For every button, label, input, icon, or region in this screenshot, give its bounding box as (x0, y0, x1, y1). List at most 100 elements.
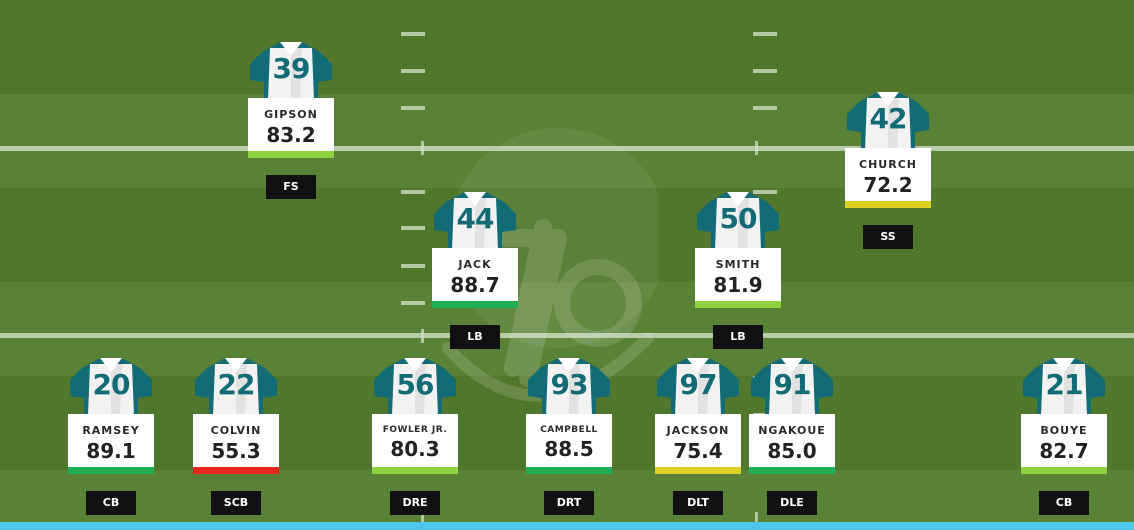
yard-line (0, 146, 1134, 151)
player-card-colvin[interactable]: 22 COLVIN 55.3 SCB (193, 354, 279, 515)
player-name: COLVIN (210, 424, 262, 437)
jersey-number: 42 (869, 102, 908, 135)
jersey-number: 44 (456, 202, 495, 235)
player-info-card: NGAKOUE 85.0 (749, 414, 835, 474)
hash-tick (755, 141, 758, 155)
player-card-gipson[interactable]: 39 GIPSON 83.2 FS (248, 38, 334, 199)
jersey-icon: 21 (1021, 354, 1107, 416)
bottom-accent-bar (0, 522, 1134, 530)
player-name: JACK (458, 258, 492, 271)
grade-bar (248, 151, 334, 158)
player-card-jackson[interactable]: 97 JACKSON 75.4 DLT (655, 354, 741, 515)
player-name: GIPSON (264, 108, 318, 121)
player-grade: 85.0 (767, 439, 817, 463)
player-name: CAMPBELL (540, 425, 598, 435)
grade-bar (845, 201, 931, 208)
hash-mark (401, 226, 425, 230)
grade-bar (655, 467, 741, 474)
player-info-card: GIPSON 83.2 (248, 98, 334, 158)
jersey-number: 56 (396, 368, 435, 401)
hash-mark (401, 106, 425, 110)
player-grade: 81.9 (713, 273, 763, 297)
jersey-icon: 22 (193, 354, 279, 416)
jersey-icon: 50 (695, 188, 781, 250)
jersey-icon: 20 (68, 354, 154, 416)
grade-bar (193, 467, 279, 474)
position-badge: FS (266, 175, 316, 199)
jersey-number: 91 (773, 368, 812, 401)
hash-mark (753, 106, 777, 110)
player-info-card: CHURCH 72.2 (845, 148, 931, 208)
player-card-smith[interactable]: 50 SMITH 81.9 LB (695, 188, 781, 349)
position-badge: DLE (767, 491, 817, 515)
grade-bar (695, 301, 781, 308)
hash-mark (401, 301, 425, 305)
jersey-icon: 44 (432, 188, 518, 250)
player-name: CHURCH (859, 158, 917, 171)
position-badge: DLT (673, 491, 723, 515)
player-name: BOUYE (1040, 424, 1088, 437)
player-info-card: SMITH 81.9 (695, 248, 781, 308)
hash-tick (421, 329, 424, 343)
jersey-icon: 39 (248, 38, 334, 100)
player-grade: 80.3 (390, 437, 440, 461)
hash-mark (401, 32, 425, 36)
grade-bar (1021, 467, 1107, 474)
player-info-card: BOUYE 82.7 (1021, 414, 1107, 474)
player-info-card: CAMPBELL 88.5 (526, 414, 612, 474)
grade-bar (68, 467, 154, 474)
position-badge: LB (450, 325, 500, 349)
player-grade: 83.2 (266, 123, 316, 147)
player-card-ngakoue[interactable]: 91 NGAKOUE 85.0 DLE (749, 354, 835, 515)
player-name: RAMSEY (82, 424, 140, 437)
hash-tick (755, 512, 758, 526)
player-card-bouye[interactable]: 21 BOUYE 82.7 CB (1021, 354, 1107, 515)
jersey-number: 50 (719, 202, 758, 235)
player-card-ramsey[interactable]: 20 RAMSEY 89.1 CB (68, 354, 154, 515)
grade-bar (526, 467, 612, 474)
jersey-number: 20 (92, 368, 131, 401)
hash-mark (753, 69, 777, 73)
player-grade: 89.1 (86, 439, 136, 463)
player-grade: 72.2 (863, 173, 913, 197)
jersey-number: 93 (550, 368, 589, 401)
player-name: SMITH (715, 258, 761, 271)
hash-mark (401, 190, 425, 194)
position-badge: LB (713, 325, 763, 349)
position-badge: SCB (211, 491, 261, 515)
hash-tick (421, 141, 424, 155)
player-card-jack[interactable]: 44 JACK 88.7 LB (432, 188, 518, 349)
hash-mark (753, 190, 777, 194)
yard-line (0, 333, 1134, 338)
grade-bar (432, 301, 518, 308)
jersey-number: 97 (679, 368, 718, 401)
jersey-icon: 93 (526, 354, 612, 416)
player-info-card: COLVIN 55.3 (193, 414, 279, 474)
player-card-fowler[interactable]: 56 FOWLER JR. 80.3 DRE (372, 354, 458, 515)
player-name: NGAKOUE (758, 424, 826, 437)
player-grade: 75.4 (673, 439, 723, 463)
hash-mark (753, 32, 777, 36)
player-grade: 55.3 (211, 439, 261, 463)
player-card-church[interactable]: 42 CHURCH 72.2 SS (845, 88, 931, 249)
position-badge: CB (1039, 491, 1089, 515)
jersey-icon: 42 (845, 88, 931, 150)
jersey-number: 21 (1045, 368, 1084, 401)
hash-tick (421, 512, 424, 526)
position-badge: CB (86, 491, 136, 515)
jersey-number: 22 (217, 368, 256, 401)
player-card-campbell[interactable]: 93 CAMPBELL 88.5 DRT (526, 354, 612, 515)
position-badge: SS (863, 225, 913, 249)
player-grade: 88.5 (544, 437, 594, 461)
player-info-card: FOWLER JR. 80.3 (372, 414, 458, 474)
player-name: FOWLER JR. (382, 425, 448, 435)
hash-mark (401, 69, 425, 73)
position-badge: DRT (544, 491, 594, 515)
jersey-icon: 56 (372, 354, 458, 416)
position-badge: DRE (390, 491, 440, 515)
jersey-icon: 91 (749, 354, 835, 416)
jersey-icon: 97 (655, 354, 741, 416)
player-info-card: JACKSON 75.4 (655, 414, 741, 474)
player-name: JACKSON (666, 424, 730, 437)
